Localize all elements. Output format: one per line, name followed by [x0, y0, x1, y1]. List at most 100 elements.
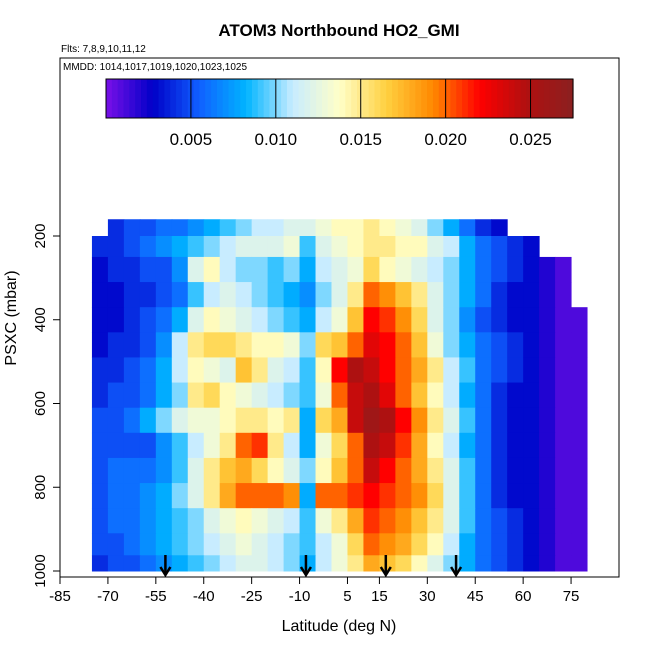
- heatmap-cell: [315, 382, 332, 409]
- colorbar-segment: [392, 79, 399, 118]
- heatmap-cell: [187, 483, 205, 509]
- heatmap-cell: [411, 282, 428, 308]
- heatmap-cell: [139, 457, 157, 484]
- heatmap-cell: [203, 357, 221, 384]
- heatmap-cell: [539, 307, 556, 333]
- heatmap-cell: [523, 357, 540, 384]
- x-tick-label: 5: [343, 588, 351, 605]
- heatmap-cell: [267, 457, 285, 484]
- heatmap-cell: [171, 219, 189, 237]
- x-tick-label: 75: [563, 588, 580, 605]
- heatmap-cell: [91, 307, 109, 333]
- x-axis: -85 -70 -55 -40 -25 -10 5 15 30 45 60 75: [49, 577, 579, 605]
- heatmap-cell: [235, 508, 253, 534]
- heatmap-cell: [459, 357, 476, 384]
- colorbar-segment: [211, 79, 218, 118]
- heatmap-cell: [331, 382, 348, 409]
- heatmap-cell: [411, 307, 428, 333]
- heatmap-cell: [139, 307, 157, 333]
- heatmap-cell: [411, 332, 428, 358]
- heatmap-cell: [267, 533, 285, 556]
- heatmap-cell: [475, 432, 492, 459]
- heatmap-cell: [459, 256, 476, 283]
- heatmap-cell: [539, 457, 556, 484]
- heatmap-cell: [507, 533, 524, 556]
- heatmap-cell: [475, 307, 492, 333]
- dates-label: MMDD: 1014,1017,1019,1020,1023,1025: [63, 62, 247, 73]
- heatmap-cell: [187, 332, 205, 358]
- heatmap-cell: [219, 555, 237, 572]
- colorbar-segment: [298, 79, 306, 118]
- colorbar-segment: [532, 79, 539, 118]
- heatmap-cell: [219, 483, 237, 509]
- heatmap-cell: [331, 307, 348, 333]
- colorbar-segment: [497, 79, 504, 118]
- colorbar-tick-label: 0.025: [509, 130, 552, 149]
- heatmap-cell: [363, 382, 380, 409]
- colorbar-segment: [292, 79, 300, 118]
- colorbar-segment: [368, 79, 376, 118]
- heatmap-cell: [459, 332, 476, 358]
- heatmap-cell: [299, 236, 317, 258]
- heatmap-cell: [571, 432, 588, 459]
- heatmap-cell: [395, 533, 412, 556]
- heatmap-cell: [283, 332, 301, 358]
- heatmap-cell: [539, 508, 556, 534]
- heatmap-cell: [235, 357, 253, 384]
- heatmap-cell: [443, 407, 460, 434]
- heatmap-cell: [363, 332, 380, 358]
- heatmap-cell: [187, 236, 205, 258]
- heatmap-cell: [379, 382, 396, 409]
- heatmap-cell: [171, 407, 189, 434]
- heatmap-cell: [395, 555, 412, 572]
- heatmap-cell: [187, 432, 205, 459]
- heatmap-cell: [139, 555, 157, 572]
- heatmap-cell: [491, 256, 508, 283]
- heatmap-cell: [411, 236, 428, 258]
- heatmap-cell: [107, 483, 125, 509]
- heatmap-cell: [283, 236, 301, 258]
- heatmap-cell: [283, 555, 301, 572]
- heatmap-cell: [123, 332, 141, 358]
- heatmap-cell: [443, 219, 460, 237]
- heatmap-cell: [523, 307, 540, 333]
- heatmap-cell: [235, 483, 253, 509]
- heatmap-cell: [91, 382, 109, 409]
- heatmap-cell: [411, 256, 428, 283]
- colorbar-segment: [205, 79, 212, 118]
- heatmap-cell: [443, 382, 460, 409]
- heatmap-cell: [155, 432, 173, 459]
- heatmap-cell: [171, 508, 189, 534]
- heatmap-cell: [443, 457, 460, 484]
- heatmap-cell: [267, 282, 285, 308]
- heatmap-cell: [571, 332, 588, 358]
- heatmap-cell: [251, 219, 269, 237]
- heatmap-cell: [347, 219, 364, 237]
- heatmap-cell: [475, 236, 492, 258]
- heatmap-cell: [283, 508, 301, 534]
- heatmap-cell: [475, 457, 492, 484]
- heatmap-cell: [203, 332, 221, 358]
- heatmap-cell: [315, 533, 332, 556]
- heatmap-cell: [139, 483, 157, 509]
- heatmap-cell: [395, 282, 412, 308]
- colorbar-segment: [450, 79, 457, 118]
- heatmap-cell: [267, 256, 285, 283]
- colorbar-segment: [275, 79, 282, 118]
- heatmap-cell: [475, 256, 492, 283]
- heatmap-cell: [187, 282, 205, 308]
- heatmap-cell: [219, 219, 237, 237]
- heatmap-cell: [251, 457, 269, 484]
- heatmap-cell: [91, 432, 109, 459]
- colorbar-segment: [310, 79, 317, 118]
- heatmap-cell: [475, 357, 492, 384]
- heatmap-cell: [155, 533, 173, 556]
- heatmap-cell: [491, 533, 508, 556]
- heatmap-cell: [507, 457, 524, 484]
- colorbar-segment: [351, 79, 358, 118]
- heatmap-cell: [379, 307, 396, 333]
- colorbar-segment: [181, 79, 189, 118]
- heatmap-cell: [411, 508, 428, 534]
- colorbar-segment: [555, 79, 562, 118]
- heatmap-cell: [491, 236, 508, 258]
